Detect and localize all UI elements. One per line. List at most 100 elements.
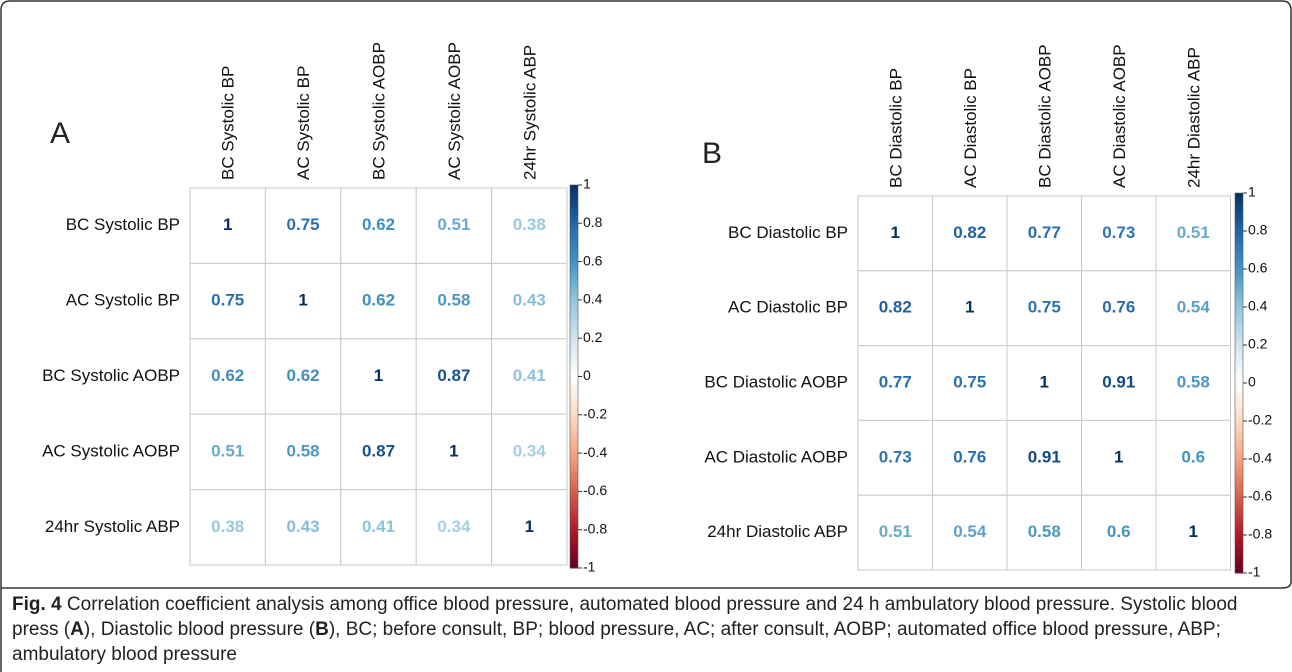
colorbar-segment (1235, 466, 1243, 471)
cell (857, 419, 933, 496)
cell (415, 338, 493, 415)
colorbar-segment (1235, 561, 1243, 566)
caption-text: A (70, 619, 84, 640)
colorbar-segment (1235, 443, 1243, 449)
row-label: AC Diastolic AOBP (704, 447, 848, 466)
colorbar-segment (570, 422, 578, 427)
colorbar-segment (570, 227, 578, 232)
colorbar-segment (1235, 204, 1243, 209)
colorbar-segment (570, 537, 578, 542)
colorbar-segment (1235, 459, 1243, 464)
cell-value: 0.51 (879, 522, 912, 541)
cell-value: 0.91 (1028, 447, 1061, 466)
colorbar-segment (1235, 310, 1243, 316)
colorbar-tick-label: -0.8 (1248, 526, 1272, 542)
caption-text: Fig. 4 (12, 594, 62, 615)
colorbar-segment (570, 472, 578, 477)
colorbar-segment (1235, 512, 1243, 517)
cell-value: 0.62 (362, 215, 395, 234)
colorbar-segment (1235, 371, 1243, 376)
colorbar-segment (1235, 272, 1243, 278)
cell-value: 0.51 (211, 441, 244, 460)
colorbar-segment (1235, 193, 1243, 198)
column-label: AC Diastolic AOBP (1110, 44, 1129, 188)
colorbar-segment (570, 326, 578, 332)
colorbar-segment (570, 391, 578, 397)
colorbar-segment (570, 269, 578, 274)
cell-value: 0.6 (1107, 522, 1131, 541)
colorbar-segment (570, 403, 578, 408)
colorbar-segment (570, 460, 578, 466)
colorbar-tick-label: 1 (583, 176, 591, 192)
colorbar-segment (1235, 242, 1243, 247)
colorbar-segment (1235, 307, 1243, 312)
colorbar-segment (1235, 231, 1243, 236)
colorbar-segment (1235, 352, 1243, 357)
colorbar-segment (1235, 219, 1243, 224)
colorbar-segment (570, 430, 578, 435)
colorbar-segment (570, 215, 578, 220)
cell-value: 0.34 (513, 441, 547, 460)
colorbar-segment (1235, 250, 1243, 255)
colorbar-segment (1235, 542, 1243, 547)
colorbar-segment (570, 342, 578, 347)
column-label: 24hr Diastolic ABP (1184, 47, 1203, 188)
colorbar-segment (570, 349, 578, 355)
colorbar-segment (570, 376, 578, 381)
cell-value: 0.75 (287, 215, 320, 234)
colorbar-segment (1235, 546, 1243, 551)
column-label: 24hr Systolic ABP (520, 45, 539, 180)
colorbar-segment (570, 502, 578, 508)
column-label: BC Systolic AOBP (370, 42, 389, 180)
colorbar-segment (1235, 269, 1243, 274)
colorbar-tick-label: 0.8 (583, 214, 603, 230)
colorbar-tick-label: 0 (1248, 374, 1256, 390)
colorbar-segment (570, 338, 578, 343)
cell-value: 0.75 (211, 291, 244, 310)
cell (415, 413, 493, 491)
colorbar-segment (570, 556, 578, 561)
colorbar-segment (570, 418, 578, 423)
colorbar-segment (570, 334, 578, 339)
colorbar-segment (1235, 375, 1243, 380)
colorbar-segment (1235, 398, 1243, 403)
colorbar-segment (570, 395, 578, 400)
colorbar-tick-label: -1 (583, 559, 596, 575)
colorbar-segment (1235, 208, 1243, 213)
cell (340, 262, 417, 340)
colorbar-segment (570, 311, 578, 316)
row-label: AC Systolic AOBP (42, 441, 180, 460)
colorbar-segment (570, 387, 578, 393)
colorbar-segment (1235, 428, 1243, 433)
cell-value: 0.58 (287, 441, 320, 460)
colorbar-segment (1235, 348, 1243, 354)
colorbar-segment (1235, 356, 1243, 361)
colorbar-segment (570, 250, 578, 255)
cell (340, 413, 417, 491)
panel-label: B (702, 137, 722, 170)
colorbar-segment (570, 273, 578, 278)
colorbar-segment (570, 230, 578, 236)
row-label: 24hr Systolic ABP (45, 517, 180, 536)
colorbar-segment (1235, 527, 1243, 532)
colorbar-segment (1235, 481, 1243, 487)
colorbar-segment (570, 380, 578, 385)
colorbar-segment (570, 552, 578, 558)
cell-value: 0.82 (879, 298, 912, 317)
colorbar-segment (1235, 200, 1243, 205)
colorbar-segment (1235, 485, 1243, 490)
cell-value: 1 (223, 215, 232, 234)
colorbar-segment (1235, 421, 1243, 426)
colorbar-segment (1235, 341, 1243, 346)
cell-value: 0.34 (437, 517, 471, 536)
colorbar-segment (1235, 345, 1243, 350)
colorbar-segment (1235, 523, 1243, 528)
colorbar-segment (1235, 299, 1243, 304)
colorbar-segment (1235, 557, 1243, 563)
cell-value: 0.87 (437, 366, 470, 385)
colorbar-segment (1235, 474, 1243, 479)
colorbar-segment (570, 483, 578, 489)
cell-value: 0.43 (287, 517, 320, 536)
cell (264, 489, 342, 566)
